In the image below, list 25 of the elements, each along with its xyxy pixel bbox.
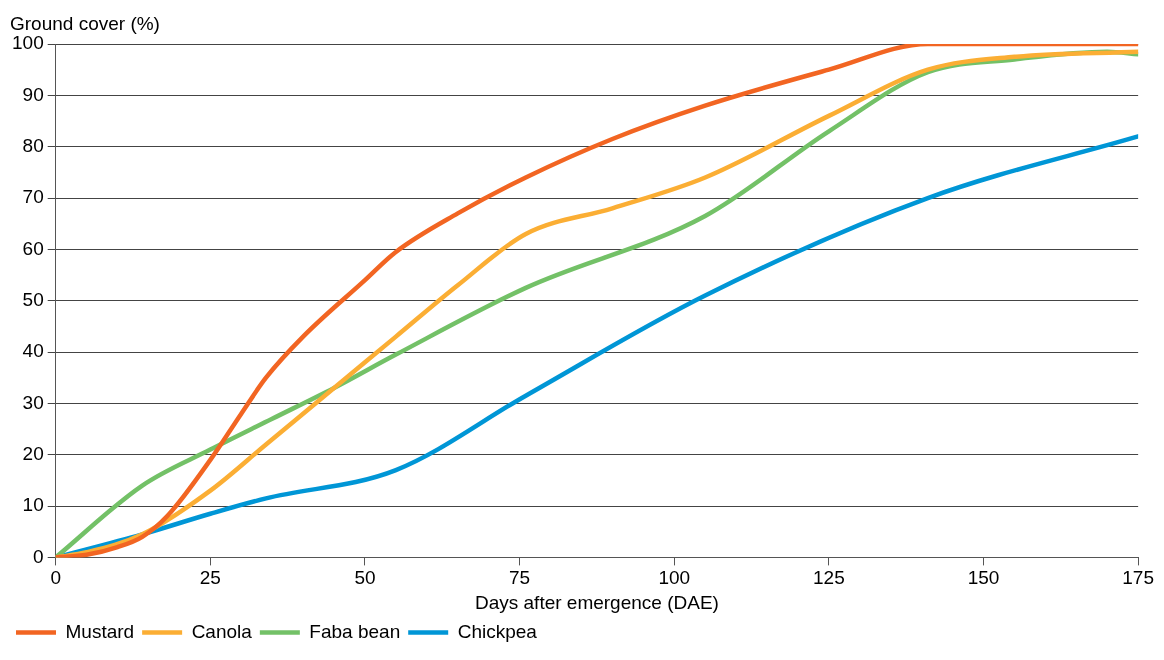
y-tick-label: 100 <box>12 32 44 54</box>
y-tick-label: 90 <box>22 83 44 105</box>
x-tick-label: 50 <box>354 567 376 589</box>
legend-label: Chickpea <box>457 620 538 642</box>
x-tick-label: 100 <box>658 567 691 589</box>
y-tick-label: 0 <box>33 545 44 567</box>
x-tick-label: 150 <box>967 567 1000 589</box>
legend-label: Canola <box>191 620 253 642</box>
y-tick-label: 50 <box>22 288 44 310</box>
y-tick-label: 10 <box>22 494 44 516</box>
legend-label: Faba bean <box>309 620 401 642</box>
x-tick-label: 125 <box>813 567 845 589</box>
y-tick-label: 70 <box>22 186 44 208</box>
x-tick-label: 25 <box>199 567 221 589</box>
x-tick-label: 0 <box>50 567 61 589</box>
y-tick-label: 30 <box>22 391 44 413</box>
x-tick-label: 175 <box>1122 567 1154 589</box>
legend-label: Mustard <box>65 620 135 642</box>
y-tick-label: 40 <box>22 340 44 362</box>
y-axis-title: Ground cover (%) <box>10 12 160 34</box>
x-tick-label: 75 <box>509 567 531 589</box>
y-tick-label: 20 <box>22 442 44 464</box>
y-tick-label: 60 <box>22 237 44 259</box>
y-tick-label: 80 <box>22 134 44 156</box>
x-axis-title: Days after emergence (DAE) <box>474 591 719 613</box>
